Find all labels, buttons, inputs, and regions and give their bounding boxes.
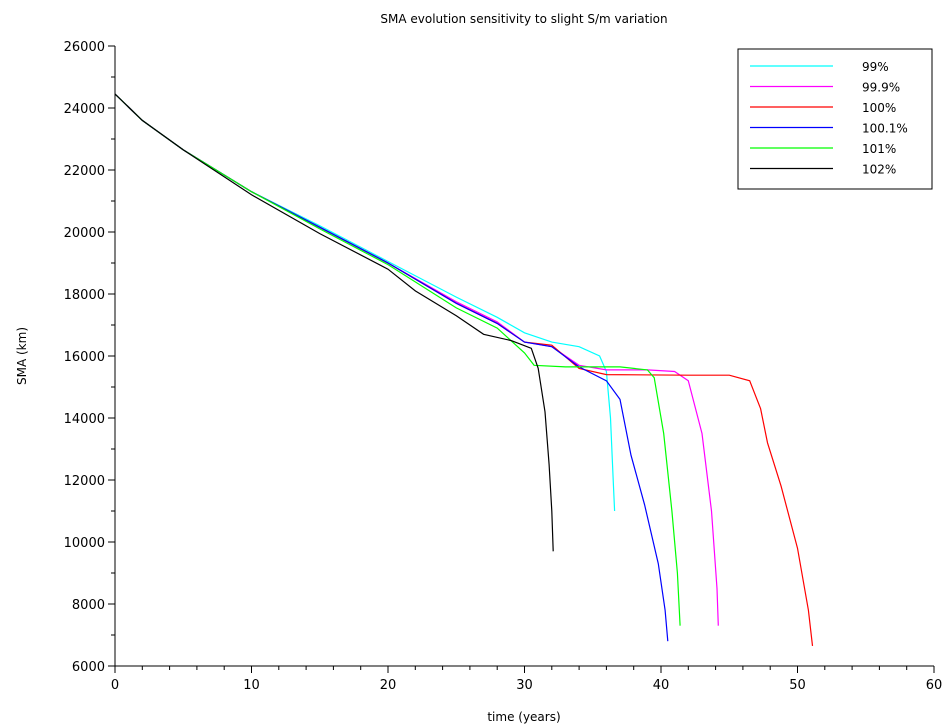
y-tick-label: 16000 <box>64 350 105 365</box>
legend: 99% 99.9% 100% 100.1% 101% 102% <box>737 48 933 190</box>
chart-title: SMA evolution sensitivity to slight S/m … <box>380 12 667 26</box>
x-tick-label: 0 <box>111 678 119 693</box>
y-tick-label: 24000 <box>64 102 105 117</box>
y-tick-label: 10000 <box>64 536 105 551</box>
x-tick-label: 40 <box>653 678 670 693</box>
y-tick-label: 20000 <box>64 226 105 241</box>
y-tick-label: 26000 <box>64 40 105 55</box>
series-line-99.9% <box>114 93 719 626</box>
tick-layer: 0 10 20 30 40 50 60 6000 8000 10000 12000 14000 1600… <box>64 40 943 693</box>
y-tick-label: 14000 <box>64 412 105 427</box>
x-axis-label: time (years) <box>487 710 560 724</box>
legend-label: 99.9% <box>862 81 900 95</box>
series-line-102% <box>114 93 554 552</box>
series-line-100% <box>114 93 814 646</box>
y-tick-label: 18000 <box>64 288 105 303</box>
x-tick-label: 30 <box>516 678 533 693</box>
x-tick-label: 60 <box>926 678 943 693</box>
legend-label: 99% <box>862 60 889 74</box>
series-line-101% <box>114 93 681 626</box>
y-tick-label: 8000 <box>72 598 105 613</box>
x-tick-label: 10 <box>243 678 260 693</box>
legend-label: 100% <box>862 101 896 115</box>
series-line-99% <box>114 93 616 512</box>
axis-frame <box>114 46 934 667</box>
y-tick-label: 12000 <box>64 474 105 489</box>
series-layer <box>114 93 814 646</box>
y-tick-label: 22000 <box>64 164 105 179</box>
series-line-100.1% <box>114 93 669 642</box>
legend-label: 100.1% <box>862 122 908 136</box>
x-tick-label: 20 <box>380 678 397 693</box>
legend-label: 102% <box>862 163 896 177</box>
legend-box <box>737 48 933 190</box>
y-axis-label: SMA (km) <box>15 327 29 385</box>
x-tick-label: 50 <box>789 678 806 693</box>
y-tick-label: 6000 <box>72 660 105 675</box>
legend-label: 101% <box>862 142 896 156</box>
